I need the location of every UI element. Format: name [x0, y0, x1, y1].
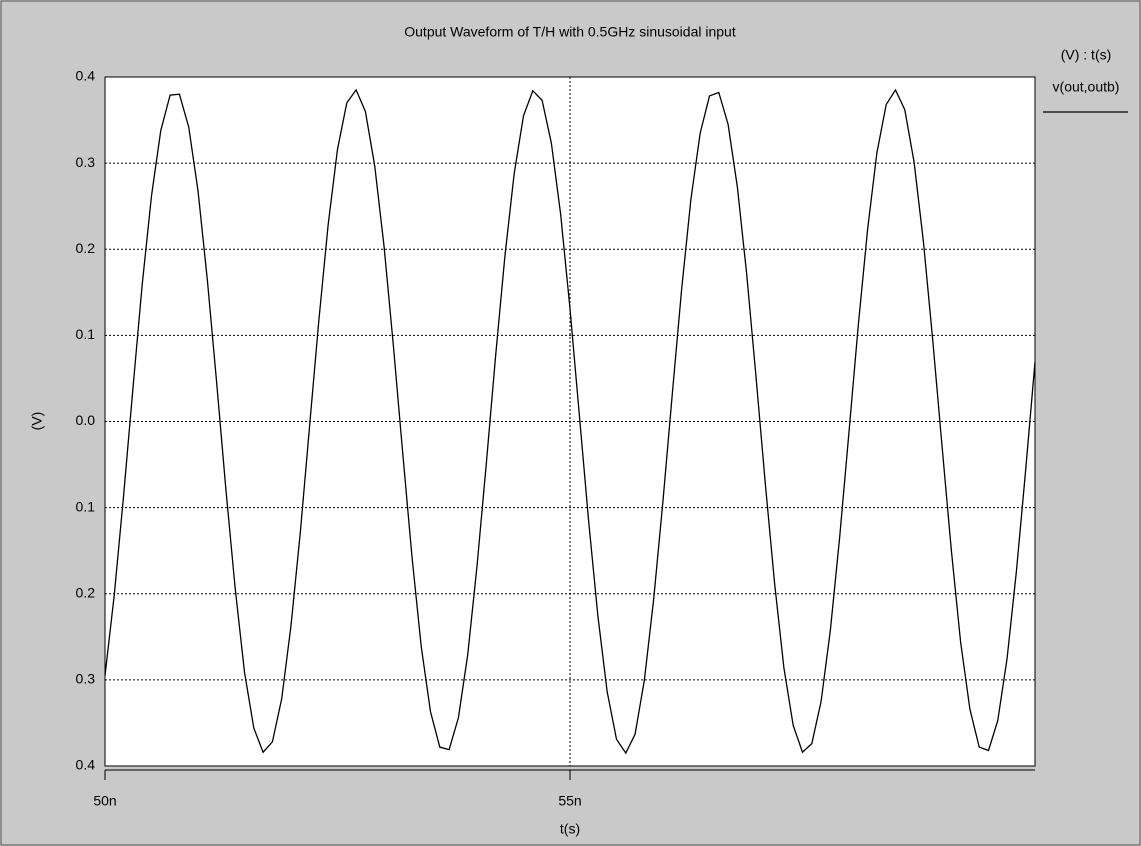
x-axis-label: t(s): [560, 821, 580, 837]
y-tick-label: 0.0: [76, 412, 96, 428]
y-tick-label: 0.2: [76, 584, 96, 600]
y-tick-label: 0.4: [76, 68, 96, 84]
legend-label: v(out,outb): [1053, 79, 1120, 95]
x-tick-label: 50n: [93, 793, 116, 809]
y-tick-label: 0.1: [76, 498, 96, 514]
y-tick-label: 0.1: [76, 326, 96, 342]
series-line: [104, 88, 1036, 755]
legend-title: (V) : t(s): [1061, 47, 1112, 63]
y-tick-label: 0.2: [76, 240, 96, 256]
y-axis-label: (V): [29, 412, 45, 431]
y-tick-label: 0.4: [76, 757, 96, 773]
y-tick-label: 0.3: [76, 154, 96, 170]
y-tick-label: 0.3: [76, 671, 96, 687]
chart-title: Output Waveform of T/H with 0.5GHz sinus…: [404, 24, 736, 40]
x-tick-label: 55n: [558, 793, 581, 809]
